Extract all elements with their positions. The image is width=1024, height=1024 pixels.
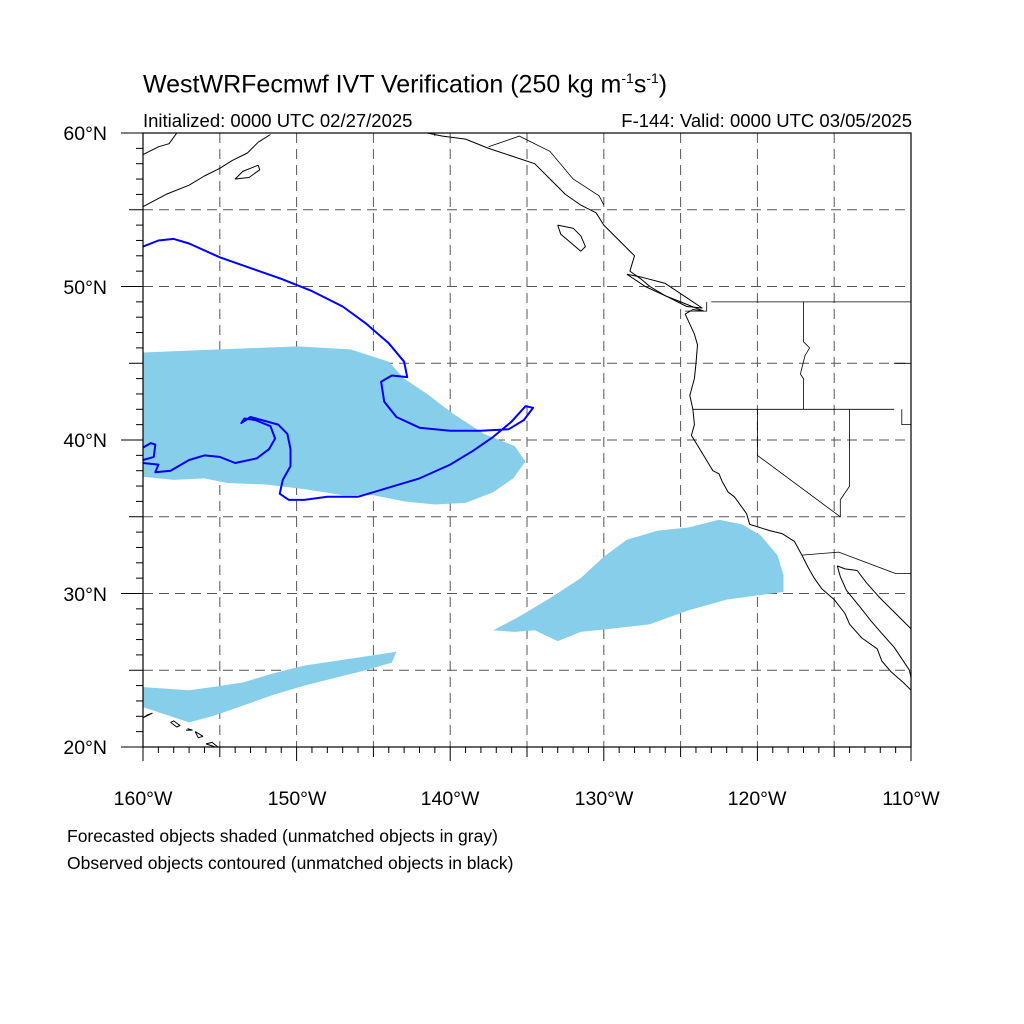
lat-label-30n: 30°N (63, 584, 107, 606)
initialized-time: Initialized: 0000 UTC 02/27/2025 (143, 110, 413, 131)
lon-label-140w: 140°W (421, 788, 480, 810)
border-segment (488, 135, 605, 206)
chart-title: WestWRFecmwf IVT Verification (250 kg m-… (143, 70, 667, 99)
forecast-note: Forecasted objects shaded (unmatched obj… (67, 826, 498, 846)
observed-objects (143, 237, 535, 501)
title-mid: s (633, 70, 647, 99)
observed-contour-north (143, 237, 535, 501)
coastlines (143, 133, 911, 747)
lon-label-120w: 120°W (728, 788, 787, 810)
coastline-segment (170, 720, 181, 728)
political-borders (434, 133, 911, 574)
title-exponent-1: -1 (621, 70, 634, 86)
coastline-segment (194, 731, 204, 739)
valid-time: F-144: Valid: 0000 UTC 03/05/2025 (621, 110, 912, 131)
border-segment (685, 301, 708, 312)
coastline-segment (837, 565, 911, 630)
title-exponent-2: -1 (646, 70, 659, 86)
coastline-segment (427, 133, 803, 556)
coastline-segment (836, 565, 911, 678)
lon-label-160w: 160°W (114, 788, 173, 810)
coastline-segment (801, 554, 911, 691)
border-segment (799, 301, 811, 410)
lat-label-50n: 50°N (63, 277, 107, 299)
lon-label-150w: 150°W (268, 788, 327, 810)
axis-ticks (121, 132, 912, 761)
observed-note: Observed objects contoured (unmatched ob… (67, 853, 514, 873)
forecast-objects (143, 346, 784, 723)
coastline-segment (143, 712, 153, 719)
lat-label-40n: 40°N (63, 430, 107, 452)
border-segment (757, 409, 841, 518)
coastline-segment (205, 741, 219, 747)
forecast-north-pacific-object (143, 346, 526, 505)
lon-label-130w: 130°W (575, 788, 634, 810)
border-segment (801, 551, 911, 574)
forecast-tropical-object (143, 651, 397, 723)
border-segment (901, 409, 911, 426)
lat-label-60n: 60°N (63, 123, 107, 145)
title-suffix: ) (658, 70, 668, 99)
coastline-segment (186, 728, 193, 731)
coastline-segment (143, 133, 178, 155)
observed-contour-west (143, 442, 157, 461)
coastline-segment (557, 224, 586, 252)
coastline-segment (234, 164, 261, 180)
coastline-segment (626, 273, 703, 309)
title-prefix: WestWRFecmwf IVT Verification (250 kg m (143, 70, 622, 99)
lon-label-110w: 110°W (882, 788, 940, 810)
coastline-segment (143, 134, 271, 208)
lat-label-20n: 20°N (63, 737, 107, 759)
border-segment (839, 409, 850, 517)
forecast-subtropical-object (493, 519, 784, 642)
